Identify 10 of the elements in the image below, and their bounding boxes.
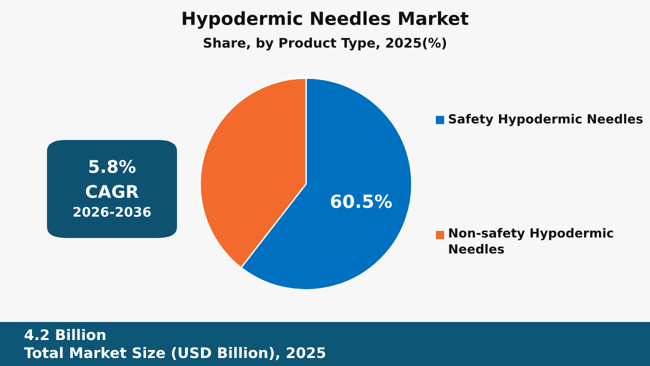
text: 2026-2036 — [74, 206, 151, 217]
legend-label: Non-safety Hypodermic Needles — [449, 228, 614, 254]
legend-label: Safety Hypodermic Needles — [448, 114, 643, 126]
text: 5.8% — [89, 160, 136, 174]
chart-title: Hypodermic Needles Market — [182, 11, 468, 29]
text: 4.2 Billion — [24, 328, 106, 340]
data-label: 60.5% — [330, 194, 392, 208]
chart-subtitle: Share, by Product Type, 2025(%) — [204, 38, 446, 50]
text: CAGR — [86, 184, 139, 198]
text: Total Market Size (USD Billion), 2025 — [24, 346, 326, 360]
